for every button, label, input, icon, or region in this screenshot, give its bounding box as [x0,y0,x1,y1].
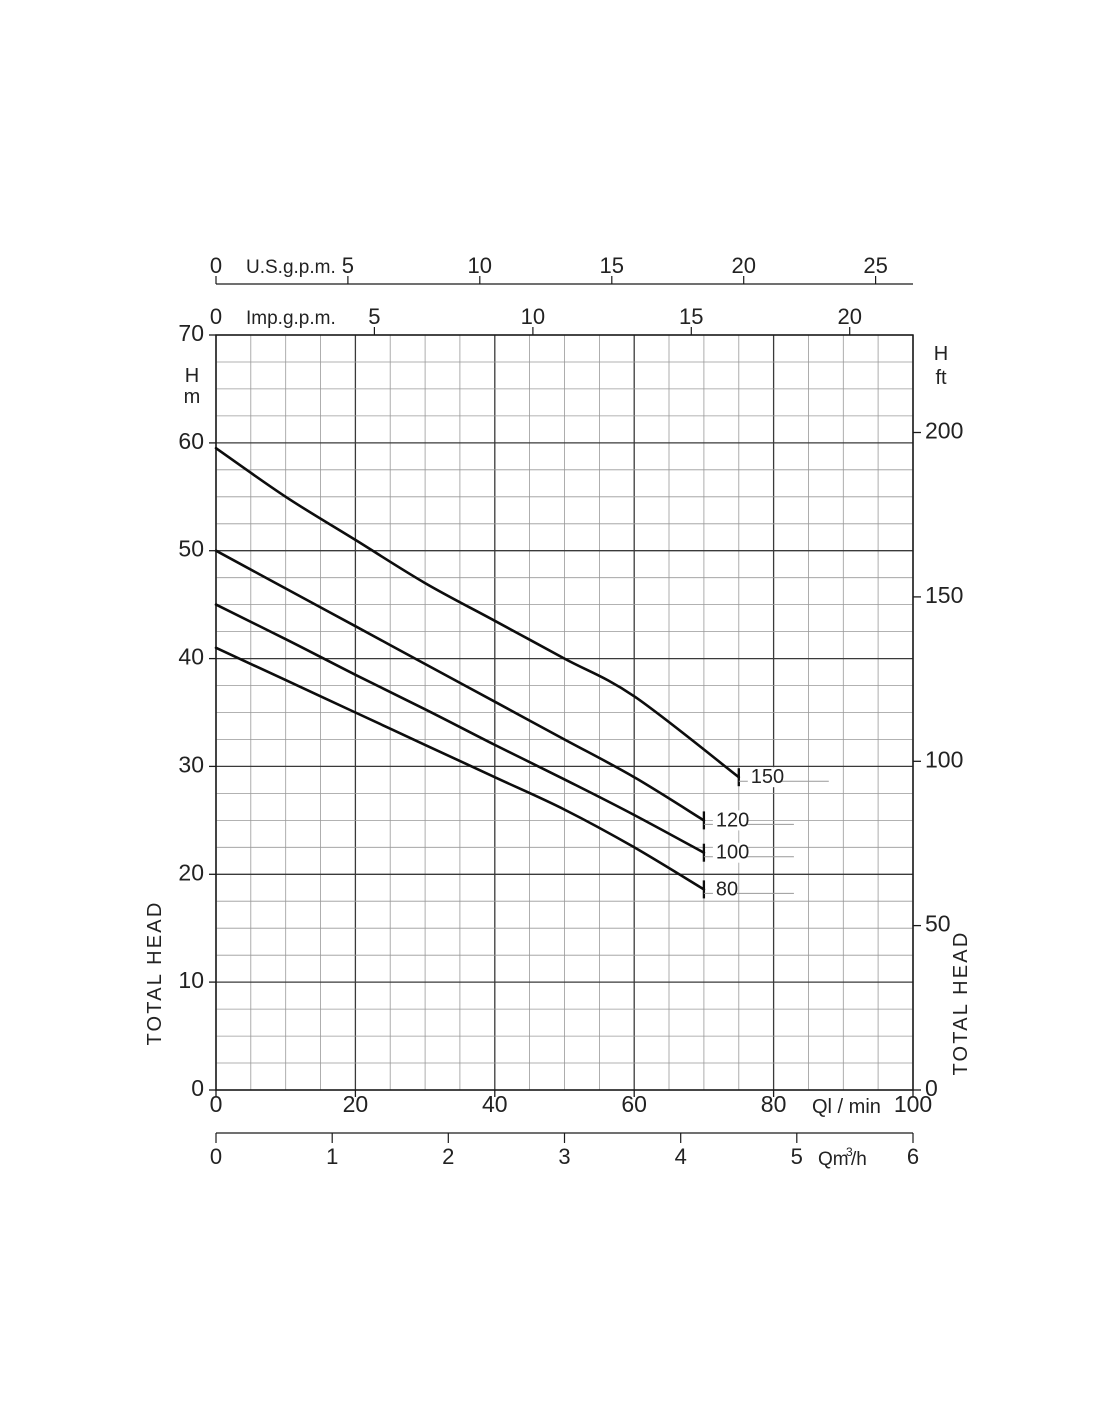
svg-text:TOTAL HEAD: TOTAL HEAD [144,901,166,1046]
svg-text:U.S.g.p.m.: U.S.g.p.m. [246,257,336,278]
svg-text:0: 0 [210,253,222,278]
svg-text:10: 10 [468,253,492,278]
svg-text:6: 6 [907,1144,919,1169]
svg-text:/h: /h [851,1149,867,1170]
svg-text:Qm: Qm [818,1149,849,1170]
svg-text:m: m [184,386,201,408]
svg-text:20: 20 [731,253,755,278]
svg-text:150: 150 [925,582,963,608]
svg-text:10: 10 [521,304,545,329]
svg-text:200: 200 [925,418,963,444]
svg-text:0: 0 [191,1075,204,1101]
svg-text:Ql / min: Ql / min [812,1096,881,1118]
svg-text:100: 100 [716,842,749,864]
svg-text:150: 150 [751,766,784,788]
svg-text:TOTAL HEAD: TOTAL HEAD [950,931,972,1076]
svg-text:0: 0 [210,304,222,329]
svg-text:120: 120 [716,809,749,831]
svg-text:5: 5 [342,253,354,278]
svg-text:Imp.g.p.m.: Imp.g.p.m. [246,308,336,329]
svg-text:H: H [934,343,948,365]
svg-text:H: H [185,365,199,387]
svg-text:20: 20 [837,304,861,329]
svg-text:70: 70 [178,320,204,346]
svg-text:10: 10 [178,967,204,993]
svg-text:0: 0 [925,1075,938,1101]
svg-text:40: 40 [178,644,204,670]
svg-text:15: 15 [679,304,703,329]
svg-text:0: 0 [210,1144,222,1169]
svg-text:15: 15 [600,253,624,278]
svg-text:4: 4 [675,1144,687,1169]
svg-text:80: 80 [716,878,738,900]
svg-text:60: 60 [178,428,204,454]
svg-text:5: 5 [791,1144,803,1169]
svg-text:100: 100 [925,746,963,772]
svg-text:50: 50 [925,911,951,937]
svg-text:30: 30 [178,751,204,777]
svg-text:25: 25 [863,253,887,278]
svg-text:20: 20 [178,859,204,885]
svg-text:1: 1 [326,1144,338,1169]
svg-text:2: 2 [442,1144,454,1169]
svg-text:ft: ft [935,367,947,389]
svg-text:5: 5 [368,304,380,329]
svg-text:50: 50 [178,536,204,562]
svg-text:3: 3 [558,1144,570,1169]
